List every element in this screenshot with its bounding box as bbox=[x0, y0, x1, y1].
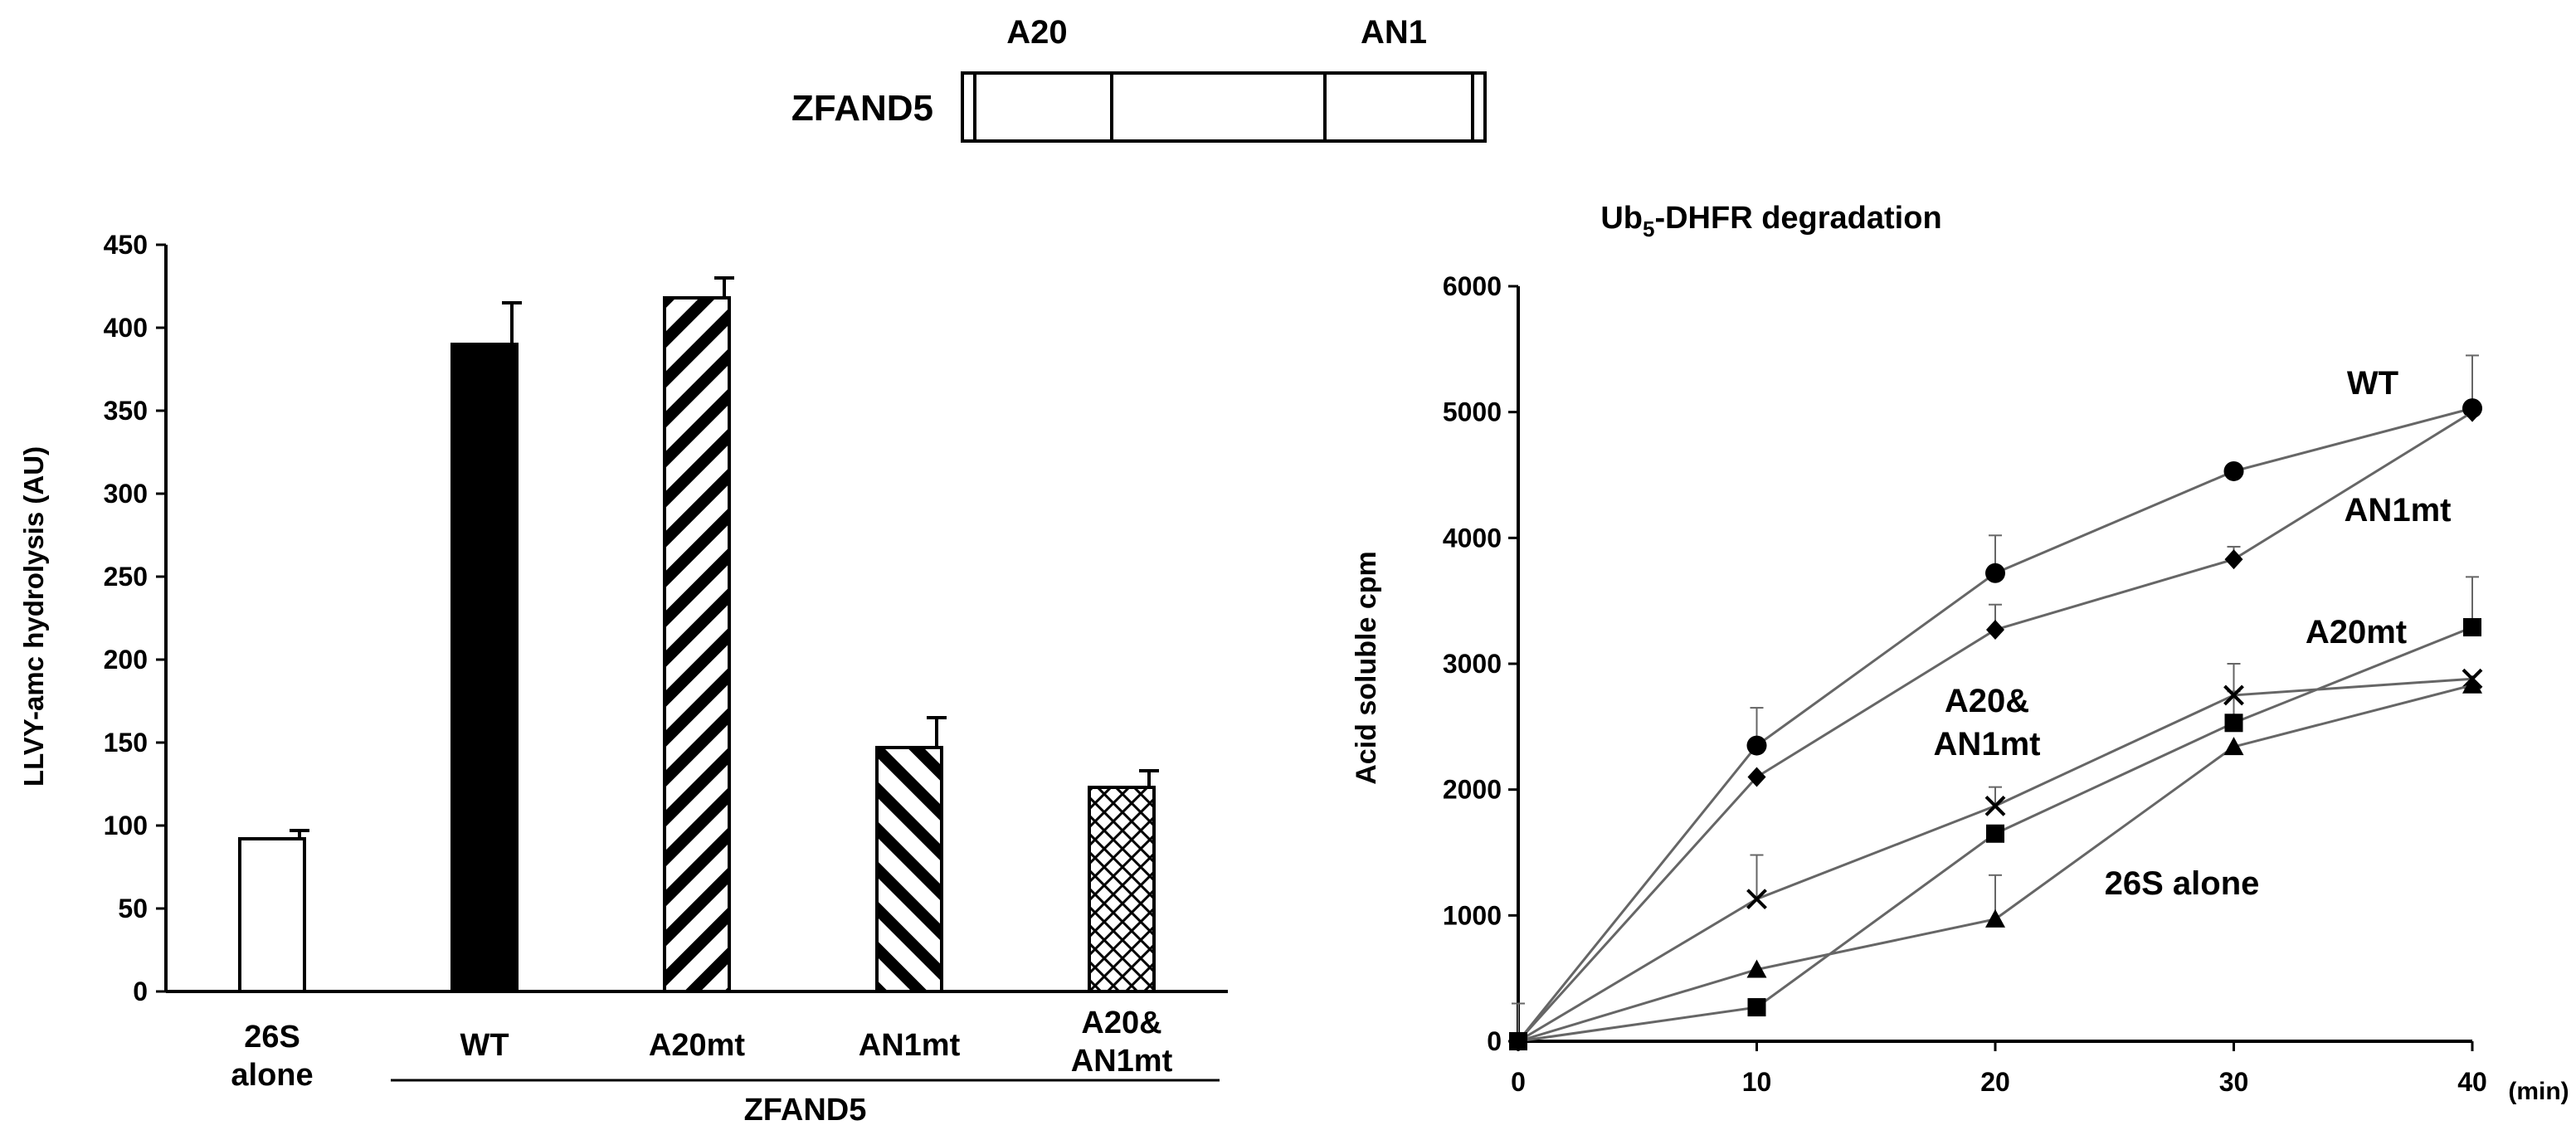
domain-right-label: AN1 bbox=[1361, 14, 1427, 51]
point-an1mt bbox=[2463, 402, 2481, 422]
point-26s-alone bbox=[1746, 959, 1767, 978]
domain-left-label: A20 bbox=[1006, 14, 1067, 51]
line-x-tick-label: 30 bbox=[2219, 1067, 2249, 1097]
line-y-axis-label: Acid soluble cpm bbox=[1351, 551, 1382, 785]
title-rest: -DHFR degradation bbox=[1654, 201, 1941, 236]
bar-y-axis-label: LLVY-amc hydrolysis (AU) bbox=[18, 446, 49, 787]
point-wt bbox=[1746, 735, 1767, 756]
annotation-a20-and: A20& bbox=[1945, 683, 2029, 719]
point-a20-an1mt bbox=[1746, 889, 1767, 910]
line-y-tick-label: 1000 bbox=[1443, 900, 1502, 930]
line-y-tick-label: 0 bbox=[1487, 1026, 1502, 1056]
line-x-tick-label: 10 bbox=[1742, 1067, 1772, 1097]
series-26s-alone bbox=[1509, 675, 2482, 1050]
bar-wt bbox=[450, 343, 519, 993]
bar-26s-alone bbox=[238, 837, 306, 993]
point-an1mt bbox=[1986, 620, 2004, 641]
bar-y-tick-label: 400 bbox=[104, 313, 148, 343]
line-x-tick-label: 20 bbox=[1980, 1067, 2010, 1097]
bar-y-tick-label: 250 bbox=[104, 562, 148, 592]
line-annotations: WT AN1mt A20mt A20& AN1mt 26S alone bbox=[1934, 365, 2452, 902]
bar-y-tick-label: 100 bbox=[104, 811, 148, 840]
line-y-tick-label: 4000 bbox=[1443, 523, 1502, 553]
annotation-wt: WT bbox=[2347, 365, 2398, 402]
point-a20mt bbox=[2224, 714, 2243, 733]
point-an1mt bbox=[2224, 549, 2243, 570]
point-a20mt bbox=[2463, 618, 2481, 637]
domain-map: A20 AN1 ZFAND5 bbox=[791, 14, 1487, 143]
line-chart-title: Ub5-DHFR degradation bbox=[1600, 201, 1941, 241]
bar-category-label: 26S bbox=[244, 1020, 300, 1055]
line-x-axis-unit: (min) bbox=[2508, 1078, 2569, 1105]
origin-point bbox=[1509, 1032, 1527, 1050]
series-line-wt bbox=[1517, 407, 2473, 1042]
annotation-a20-an1mt: AN1mt bbox=[1934, 726, 2041, 762]
point-a20-an1mt bbox=[1984, 795, 2006, 816]
bar-category-label: WT bbox=[460, 1028, 509, 1063]
bar-category-label: A20mt bbox=[649, 1028, 745, 1063]
line-y-tick-label: 6000 bbox=[1443, 271, 1502, 301]
line-marks bbox=[1509, 354, 2483, 1050]
bar-a20mt bbox=[663, 296, 731, 993]
bar-y-tick-label: 350 bbox=[104, 396, 148, 426]
point-wt bbox=[1985, 563, 2005, 583]
line-y-tick-label: 3000 bbox=[1443, 649, 1502, 679]
bar-an1mt bbox=[875, 746, 943, 993]
annotation-an1mt: AN1mt bbox=[2345, 492, 2452, 529]
annotation-a20mt: A20mt bbox=[2306, 614, 2407, 650]
point-a20mt bbox=[1986, 824, 2004, 843]
bar-category-label: AN1mt bbox=[859, 1028, 961, 1063]
line-chart: Ub5-DHFR degradation Acid soluble cpm (m… bbox=[1351, 201, 2569, 1105]
bar-category-label: A20& bbox=[1081, 1006, 1161, 1040]
bar-a20-an1mt bbox=[1088, 786, 1156, 993]
point-26s-alone bbox=[2223, 737, 2244, 756]
point-a20mt bbox=[1747, 998, 1766, 1017]
bar-category-label: alone bbox=[231, 1058, 313, 1093]
bar-y-tick-label: 50 bbox=[118, 894, 148, 923]
group-label: ZFAND5 bbox=[744, 1093, 867, 1128]
bar-y-tick-label: 150 bbox=[104, 728, 148, 757]
protein-label: ZFAND5 bbox=[791, 88, 933, 129]
line-axes: 0 1000 2000 3000 4000 5000 6000 0 10 20 30 40 bbox=[1443, 271, 2487, 1097]
title-main: Ub bbox=[1600, 201, 1643, 236]
protein-bar bbox=[961, 71, 1487, 143]
line-y-tick-label: 2000 bbox=[1443, 775, 1502, 805]
bar-y-tick-label: 0 bbox=[133, 977, 148, 1006]
point-26s-alone bbox=[1985, 908, 2005, 928]
bar-y-tick-label: 300 bbox=[104, 479, 148, 509]
point-an1mt bbox=[1747, 767, 1766, 787]
line-x-tick-label: 0 bbox=[1511, 1067, 1526, 1097]
bar-chart: LLVY-amc hydrolysis (AU) 0 50 100 150 200 250… bbox=[18, 230, 1228, 1128]
line-y-tick-label: 5000 bbox=[1443, 397, 1502, 427]
point-a20-an1mt bbox=[2223, 684, 2244, 706]
bar-category-label: AN1mt bbox=[1071, 1044, 1173, 1079]
bar-y-tick-label: 450 bbox=[104, 230, 148, 260]
title-subscript: 5 bbox=[1643, 217, 1654, 241]
point-26s-alone bbox=[2462, 675, 2482, 694]
bar-y-tick-label: 200 bbox=[104, 645, 148, 675]
annotation-26s-alone: 26S alone bbox=[2105, 865, 2260, 902]
point-wt bbox=[2223, 460, 2244, 481]
line-x-tick-label: 40 bbox=[2457, 1067, 2487, 1097]
